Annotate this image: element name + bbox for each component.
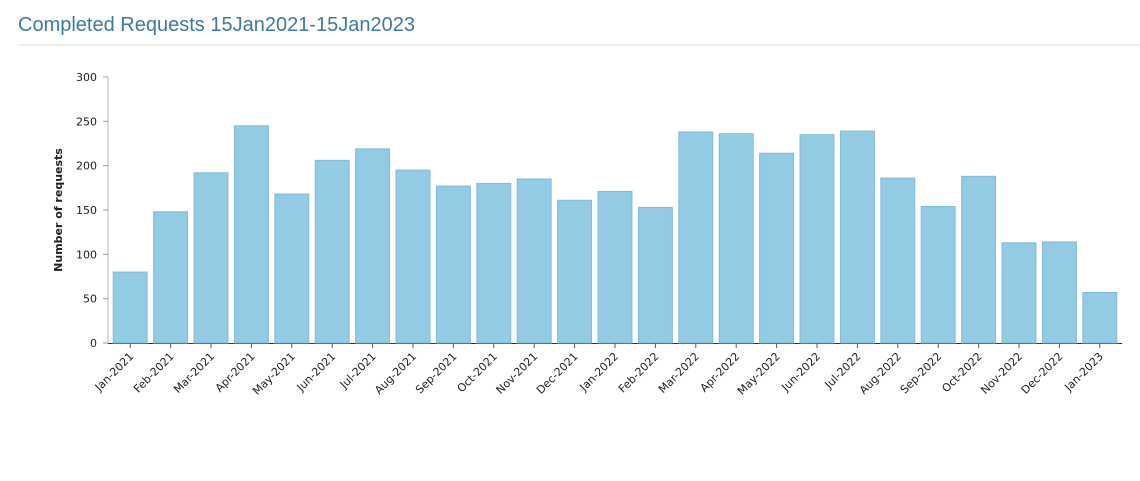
x-tick-label: Sep-2021	[413, 350, 459, 396]
bar	[233, 125, 269, 344]
bar	[395, 169, 431, 344]
y-tick-label: 100	[76, 248, 97, 261]
bar	[193, 172, 229, 344]
x-tick-label: Jul-2022	[822, 350, 864, 392]
y-tick-label: 150	[76, 204, 97, 217]
y-tick-label: 200	[76, 160, 97, 173]
x-tick-label: Sep-2022	[898, 350, 944, 396]
x-tick-label: May-2021	[250, 350, 298, 398]
x-tick-label: Nov-2021	[494, 350, 541, 397]
bar	[678, 131, 714, 344]
bar	[718, 133, 754, 344]
bar	[839, 130, 875, 344]
x-tick-label: Mar-2022	[656, 350, 702, 396]
bar	[920, 205, 956, 344]
x-tick-label: Nov-2022	[978, 350, 1025, 397]
bar	[314, 159, 350, 344]
x-tick-label: Jul-2021	[337, 350, 379, 392]
bar	[1001, 242, 1037, 344]
x-tick-label: Mar-2021	[171, 350, 217, 396]
bar	[961, 175, 997, 344]
chart-title: Completed Requests 15Jan2021-15Jan2023	[18, 14, 415, 36]
x-tick-label: Jun-2022	[778, 350, 823, 395]
x-tick-label: Dec-2021	[534, 350, 581, 397]
bar	[435, 185, 471, 344]
x-tick-label: Dec-2022	[1019, 350, 1066, 397]
x-tick-label: Aug-2022	[857, 350, 904, 397]
bar	[1041, 241, 1077, 344]
bar	[880, 177, 916, 344]
bar	[112, 271, 148, 344]
bar	[476, 182, 512, 344]
bar	[153, 211, 189, 344]
y-tick-label: 250	[76, 115, 97, 128]
y-tick-label: 300	[76, 71, 97, 84]
x-tick-label: Aug-2021	[372, 350, 419, 397]
bar	[637, 206, 673, 344]
bar	[557, 199, 593, 344]
bar	[516, 178, 552, 344]
bar	[759, 152, 795, 344]
x-tick-label: Jan-2022	[577, 350, 621, 394]
bar	[355, 148, 391, 344]
bar	[597, 190, 633, 344]
bar	[274, 193, 310, 344]
y-tick-label: 50	[83, 293, 97, 306]
x-tick-label: Feb-2022	[616, 350, 662, 396]
x-tick-label: Jan-2021	[92, 350, 136, 394]
y-tick-label: 0	[90, 337, 97, 350]
x-tick-label: Jan-2023	[1061, 350, 1105, 394]
y-axis-label: Number of requests	[52, 148, 65, 272]
x-tick-label: Feb-2021	[131, 350, 177, 396]
bar	[799, 134, 835, 344]
bar	[1082, 291, 1118, 344]
x-tick-label: Jun-2021	[294, 350, 339, 395]
x-tick-label: May-2022	[735, 350, 783, 398]
